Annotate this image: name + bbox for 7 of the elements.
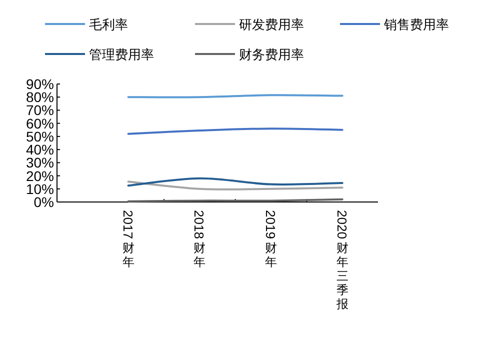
legend-label: 管理费用率 (89, 47, 154, 62)
y-tick-label: 0% (34, 194, 54, 210)
legend-label: 研发费用率 (239, 17, 304, 32)
y-tick-label: 90% (26, 76, 54, 92)
legend-label: 销售费用率 (383, 17, 449, 32)
legend-label: 毛利率 (89, 17, 128, 32)
legend-label: 财务费用率 (239, 47, 304, 62)
